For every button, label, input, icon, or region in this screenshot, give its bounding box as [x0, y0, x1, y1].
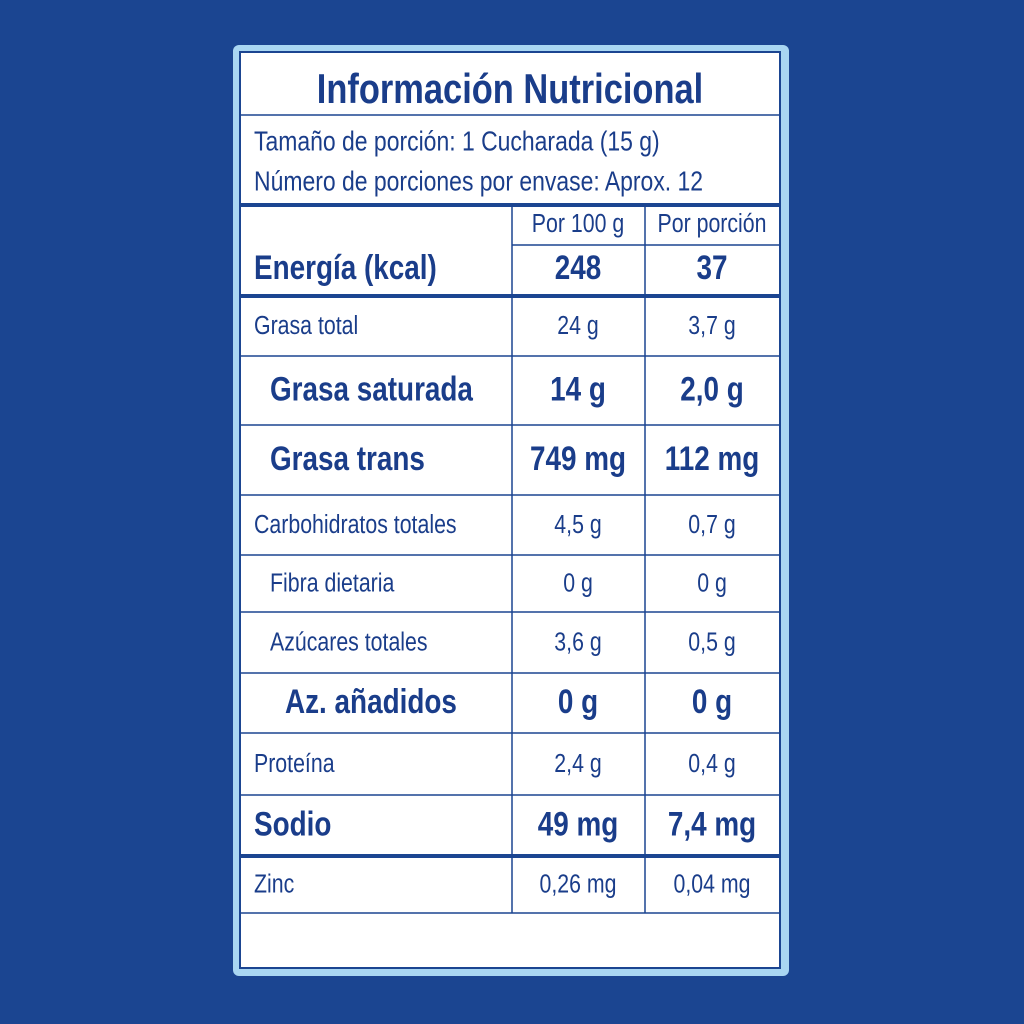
- nutrient-label: Proteína: [254, 749, 335, 779]
- energy-value: 37: [696, 248, 727, 286]
- nutrient-label: Az. añadidos: [285, 682, 457, 720]
- nutrient-label: Zinc: [254, 869, 294, 899]
- nutrient-value: 749 mg: [530, 439, 626, 477]
- nutrient-value: 3,6 g: [554, 627, 601, 657]
- nutrient-value: 112 mg: [665, 439, 760, 477]
- nutrient-value: 24 g: [557, 311, 598, 341]
- nutrient-value: 0 g: [558, 682, 598, 720]
- nutrient-value: 0,26 mg: [539, 869, 616, 899]
- nutrient-value: 2,4 g: [554, 749, 601, 779]
- energy-value: 248: [555, 248, 602, 286]
- nutrient-value: 4,5 g: [554, 510, 601, 540]
- energy-label: Energía (kcal): [254, 248, 437, 286]
- nutrient-label: Grasa trans: [270, 439, 425, 477]
- nutrient-value: 2,0 g: [680, 370, 744, 408]
- nutrient-value: 14 g: [550, 370, 606, 408]
- nutrient-value: 0,04 mg: [673, 869, 750, 899]
- nutrient-value: 0 g: [692, 682, 732, 720]
- nutrient-label: Azúcares totales: [270, 627, 428, 657]
- nutrient-value: 3,7 g: [688, 311, 735, 341]
- nutrient-label: Carbohidratos totales: [254, 510, 457, 540]
- column-header: Por porción: [658, 209, 767, 239]
- nutrient-value: 0 g: [563, 568, 593, 598]
- nutrient-label: Fibra dietaria: [270, 568, 395, 598]
- nutrient-label: Grasa saturada: [270, 370, 474, 408]
- column-header: Por 100 g: [532, 209, 624, 239]
- serving-size: Tamaño de porción: 1 Cucharada (15 g): [254, 126, 660, 157]
- nutrient-label: Grasa total: [254, 311, 358, 341]
- nutrient-value: 0 g: [697, 568, 727, 598]
- nutrient-value: 49 mg: [538, 805, 619, 843]
- nutrient-label: Sodio: [254, 805, 331, 843]
- title: Información Nutricional: [317, 66, 703, 113]
- nutrient-value: 0,7 g: [688, 510, 735, 540]
- nutrient-value: 0,4 g: [688, 749, 735, 779]
- nutrient-value: 7,4 mg: [668, 805, 756, 843]
- servings-per-container: Número de porciones por envase: Aprox. 1…: [254, 166, 703, 197]
- nutrient-value: 0,5 g: [688, 627, 735, 657]
